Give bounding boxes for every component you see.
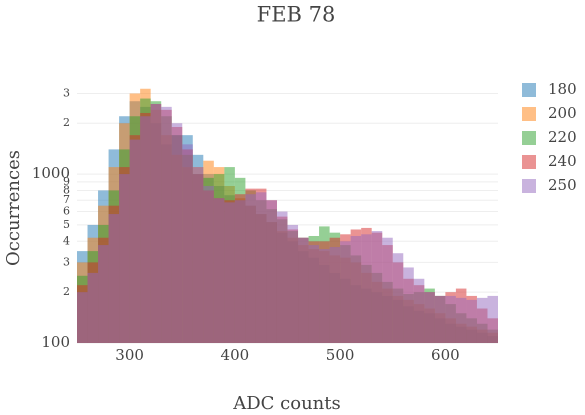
y-tick-label: 4 [63, 234, 70, 247]
legend-swatch [522, 179, 536, 193]
bar [487, 295, 498, 343]
y-tick-label: 6 [63, 205, 70, 218]
y-tick-label: 2 [63, 285, 70, 298]
y-tick-label: 3 [63, 255, 70, 268]
bar [192, 167, 204, 343]
legend-swatch [522, 131, 536, 145]
bar [255, 192, 267, 343]
bar [224, 202, 235, 343]
bar [287, 224, 299, 343]
y-tick-label: 9 [63, 175, 70, 188]
x-tick-label: 400 [221, 346, 250, 364]
y-tick-label: 5 [63, 218, 70, 231]
legend-label: 250 [548, 176, 577, 194]
legend-swatch [522, 155, 536, 169]
y-tick-label: 3 [63, 86, 70, 99]
bar [77, 292, 88, 343]
bar [87, 272, 99, 343]
bar [119, 174, 130, 343]
x-axis-label: ADC counts [232, 393, 341, 414]
legend-label: 200 [548, 104, 577, 122]
bar [234, 200, 246, 343]
bar [424, 292, 435, 343]
bar [445, 295, 456, 343]
bar [413, 278, 425, 343]
bar [245, 194, 256, 343]
bar [98, 245, 109, 343]
legend-label: 220 [548, 128, 577, 146]
bar [161, 106, 172, 344]
bar [298, 237, 309, 343]
bar [308, 245, 320, 343]
bar [182, 144, 193, 343]
x-tick-label: 600 [431, 346, 460, 364]
bar [319, 249, 330, 343]
legend-swatch [522, 83, 536, 97]
bar [129, 139, 141, 343]
legend-label: 180 [548, 80, 577, 98]
y-tick-label: 1000 [32, 164, 70, 182]
y-tick-label: 2 [63, 116, 70, 129]
y-tick-label: 7 [63, 193, 70, 206]
bar [361, 234, 372, 343]
bar [108, 214, 120, 343]
y-tick-label: 100 [41, 333, 70, 351]
bar [329, 247, 341, 343]
bar [213, 198, 225, 343]
bar [466, 299, 477, 343]
legend-label: 240 [548, 152, 577, 170]
bar [403, 267, 414, 343]
y-axis-label: Occurrences [3, 150, 24, 266]
chart-title: FEB 78 [257, 3, 336, 27]
bar [340, 241, 351, 343]
bar [455, 297, 467, 343]
bar [434, 295, 446, 343]
bars [77, 88, 498, 344]
bar [266, 200, 277, 343]
bar [350, 235, 362, 343]
bar [171, 123, 183, 343]
bar [203, 186, 214, 343]
bar [476, 297, 488, 343]
x-tick-label: 500 [326, 346, 355, 364]
bar [140, 116, 151, 343]
legend: 180 200 220 240 250 [522, 80, 577, 194]
legend-swatch [522, 107, 536, 121]
bar [392, 253, 404, 343]
bar [371, 231, 383, 343]
y-tick-label: 8 [63, 183, 70, 196]
x-tick-label: 300 [115, 346, 144, 364]
bar [150, 103, 162, 343]
bar [276, 211, 288, 343]
bar [382, 237, 393, 343]
